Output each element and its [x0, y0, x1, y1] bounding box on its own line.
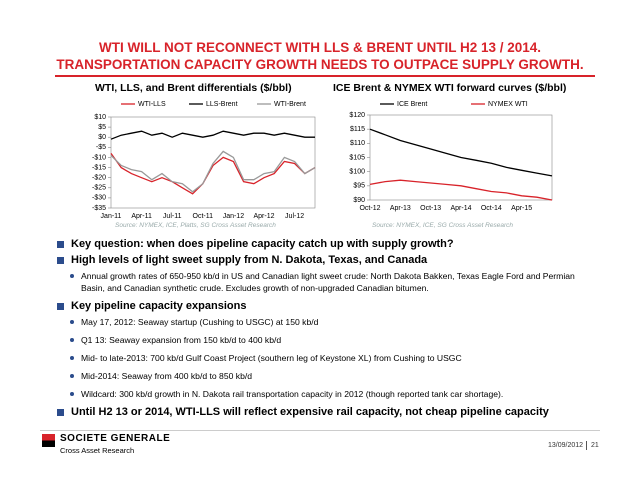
title-rule: [55, 75, 595, 77]
bullet-list: Key question: when does pipeline capacit…: [55, 235, 595, 422]
legend-label: WTI-Brent: [274, 101, 306, 108]
y-tick-label: $0: [98, 134, 106, 141]
chart: $90 $95 $100 $105 $110 $115 $120 Oct-12 Apr-13 Oc…: [349, 101, 553, 212]
sub-bullet: Mid-2014: Seaway from 400 kb/d to 850 kb…: [55, 370, 595, 382]
x-tick-label: Apr-12: [253, 213, 274, 220]
y-tick-label: $115: [350, 126, 365, 133]
x-tick-label: Jan-12: [223, 213, 245, 220]
y-tick-label: $120: [349, 112, 365, 119]
y-tick-label: $100: [349, 169, 365, 176]
y-tick-label: $110: [350, 140, 365, 147]
logo: [42, 434, 55, 447]
x-tick-label: Apr-14: [450, 205, 471, 212]
x-tick-label: Jul-11: [163, 213, 182, 220]
footer-rule: [40, 430, 600, 431]
y-tick-label: $10: [94, 114, 106, 121]
sub-bullet: Annual growth rates of 650-950 kb/d in U…: [55, 270, 595, 294]
y-tick-label: $95: [353, 183, 365, 190]
y-tick-label: $105: [349, 154, 365, 161]
bullet: Key question: when does pipeline capacit…: [55, 238, 595, 250]
legend-label: ICE Brent: [397, 101, 427, 108]
chart-source: Source: NYMEX, ICE, SG Cross Asset Resea…: [372, 222, 513, 229]
legend-label: NYMEX WTI: [488, 101, 528, 108]
page-number: 21: [591, 442, 599, 449]
series-line: [110, 130, 315, 140]
y-tick-label: -$20: [92, 175, 106, 182]
bullet: High levels of light sweet supply from N…: [55, 254, 595, 266]
x-tick-label: Oct-12: [359, 205, 380, 212]
x-tick-label: Oct-11: [193, 213, 214, 220]
sub-bullet: Mid- to late-2013: 700 kb/d Gulf Coast P…: [55, 352, 595, 364]
chart-title: ICE Brent & NYMEX WTI forward curves ($/…: [333, 82, 567, 94]
slide-title: WTI WILL NOT RECONNECT WITH LLS & BRENT …: [98, 40, 542, 55]
bullet: Until H2 13 or 2014, WTI-LLS will reflec…: [55, 406, 595, 418]
legend-label: WTI-LLS: [138, 101, 166, 108]
series-line: [110, 153, 316, 195]
series-line: [369, 179, 553, 201]
y-tick-label: $90: [353, 197, 365, 204]
chart: $10 $5 $0 -$5 -$10 -$15 -$20 -$25 -$30 -$35Jan-11…: [92, 101, 316, 220]
y-tick-label: -$25: [92, 185, 106, 192]
x-tick-label: Oct-13: [420, 205, 441, 212]
y-tick-label: -$30: [92, 195, 106, 202]
y-tick-label: -$15: [92, 164, 106, 171]
chart-source: Source: NYMEX, ICE, Platts, SG Cross Ass…: [115, 222, 276, 229]
sub-bullet: May 17, 2012: Seaway startup (Cushing to…: [55, 316, 595, 328]
x-tick-label: Jul-12: [285, 213, 304, 220]
slide-subtitle: TRANSPORTATION CAPACITY GROWTH NEEDS TO …: [56, 57, 584, 72]
company-name: SOCIETE GENERALE: [60, 433, 171, 444]
y-tick-label: -$35: [92, 205, 106, 212]
x-tick-label: Oct-14: [481, 205, 502, 212]
sub-bullet: Q1 13: Seaway expansion from 150 kb/d to…: [55, 334, 595, 346]
series-line: [369, 128, 553, 177]
series-line: [110, 150, 316, 193]
plot-frame: [110, 116, 316, 209]
bullet: Key pipeline capacity expansions: [55, 300, 595, 312]
x-tick-label: Jan-11: [101, 213, 122, 220]
footer-date: 13/09/2012: [548, 442, 584, 449]
x-tick-label: Apr-11: [131, 213, 152, 220]
legend-label: LLS-Brent: [206, 101, 238, 108]
x-tick-label: Apr-13: [390, 205, 411, 212]
division-name: Cross Asset Research: [60, 446, 135, 455]
y-tick-label: -$10: [92, 154, 106, 161]
x-tick-label: Apr-15: [511, 205, 532, 212]
sub-bullet: Wildcard: 300 kb/d growth in N. Dakota r…: [55, 388, 595, 400]
y-tick-label: $5: [98, 124, 106, 131]
footer-separator: [586, 441, 587, 450]
y-tick-label: -$5: [96, 144, 106, 151]
chart-title: WTI, LLS, and Brent differentials ($/bbl…: [95, 82, 292, 94]
